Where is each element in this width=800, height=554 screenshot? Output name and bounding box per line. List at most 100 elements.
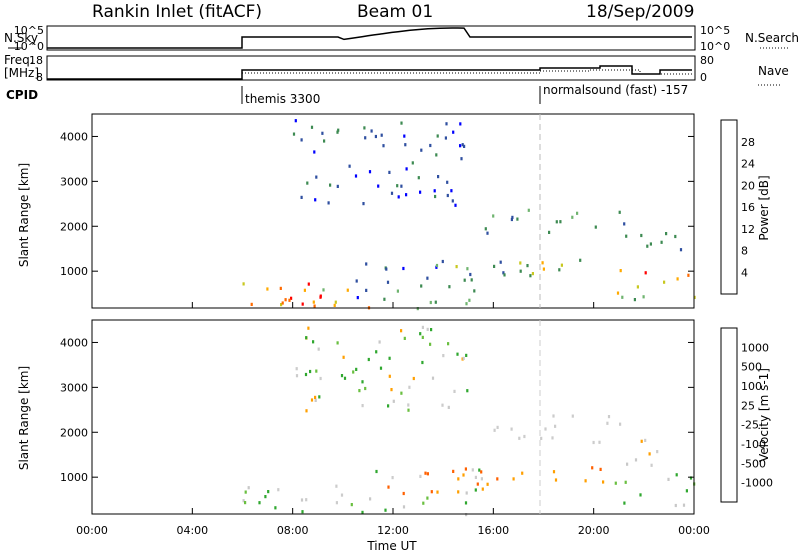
heatmap-cell: [247, 486, 250, 490]
freq-right-tick-bottom: 0: [700, 71, 707, 84]
heatmap-cell: [548, 230, 551, 234]
heatmap-cell: [367, 357, 370, 362]
heatmap-cell: [329, 183, 332, 187]
heatmap-cell: [242, 499, 245, 503]
colorbar-tick-label: 20: [741, 179, 755, 192]
heatmap-cell: [516, 217, 519, 221]
heatmap-cell: [554, 424, 557, 428]
heatmap-cell: [518, 436, 521, 440]
heatmap-cell: [559, 220, 562, 224]
heatmap-cell: [598, 440, 601, 444]
heatmap-cell: [499, 260, 502, 264]
heatmap-cell: [315, 175, 318, 179]
heatmap-cell: [416, 307, 419, 311]
y-tick-label: 1000: [60, 471, 88, 484]
heatmap-cell: [682, 503, 686, 507]
heatmap-cell: [310, 125, 314, 129]
heatmap-cell: [510, 427, 513, 431]
heatmap-cell: [649, 242, 652, 246]
heatmap-cell: [264, 495, 267, 499]
freq-left-label-1: Freq.: [4, 53, 34, 67]
noise-panel-frame: [46, 25, 696, 51]
heatmap-cell: [521, 471, 524, 475]
heatmap-cell: [469, 272, 472, 277]
freq-left-label-2: [MHz]: [4, 66, 39, 80]
heatmap-cell: [313, 304, 316, 308]
colorbar-tick-label: 500: [741, 361, 762, 374]
heatmap-cell: [607, 415, 611, 419]
heatmap-cell: [365, 262, 368, 266]
heatmap-cell: [689, 476, 693, 480]
heatmap-cell: [623, 222, 626, 226]
heatmap-cell: [284, 298, 287, 302]
heatmap-cell: [648, 452, 651, 456]
heatmap-cell: [576, 211, 579, 215]
heatmap-cell: [342, 355, 345, 359]
heatmap-cell: [300, 138, 303, 142]
heatmap-cell: [444, 136, 447, 140]
heatmap-cell: [390, 191, 394, 195]
heatmap-cell: [258, 501, 261, 505]
colorbar-tick-label: 8: [741, 245, 748, 258]
heatmap-cell: [421, 325, 424, 329]
heatmap-cell: [364, 136, 367, 140]
heatmap-cell: [571, 215, 574, 219]
heatmap-cell: [301, 510, 304, 514]
power-colorbar-label: Power [dB]: [757, 175, 771, 240]
heatmap-cell: [429, 143, 432, 148]
heatmap-cell: [277, 488, 280, 492]
heatmap-cell: [674, 234, 677, 239]
heatmap-cell: [493, 428, 496, 432]
heatmap-cell: [303, 288, 306, 292]
heatmap-cell: [305, 336, 308, 340]
heatmap-cell: [340, 493, 344, 497]
heatmap-cell: [660, 240, 663, 244]
y-tick-label: 1000: [60, 265, 88, 278]
heatmap-cell: [462, 356, 465, 360]
velocity-x-label: Time UT: [366, 539, 417, 553]
heatmap-cell: [484, 227, 487, 231]
heatmap-cell: [337, 128, 340, 132]
heatmap-cell: [422, 501, 425, 505]
heatmap-cell: [420, 284, 423, 288]
heatmap-cell: [361, 404, 364, 408]
cpid-label: CPID: [6, 88, 38, 102]
heatmap-cell: [314, 198, 317, 202]
heatmap-cell: [305, 498, 308, 502]
velocity-colorbar-frame: [720, 327, 738, 503]
heatmap-cell: [452, 130, 455, 134]
heatmap-cell: [606, 421, 609, 425]
heatmap-cell: [470, 278, 473, 282]
heatmap-cell: [244, 501, 247, 505]
freq-left-tick-top: 18: [29, 54, 43, 67]
date-title: 18/Sep/2009: [586, 2, 694, 22]
heatmap-cell: [242, 282, 245, 286]
heatmap-cell: [388, 374, 391, 378]
heatmap-cell: [421, 360, 424, 365]
heatmap-cell: [314, 398, 317, 402]
heatmap-cell: [512, 477, 515, 481]
heatmap-cell: [426, 496, 429, 500]
heatmap-cell: [642, 295, 645, 299]
heatmap-cell: [459, 122, 462, 126]
heatmap-cell: [640, 439, 643, 443]
heatmap-cell: [433, 189, 436, 193]
heatmap-cell: [646, 244, 649, 248]
heatmap-cell: [452, 469, 455, 473]
noise-right-tick-bottom: 10^0: [700, 40, 730, 53]
heatmap-cell: [387, 485, 390, 489]
heatmap-cell: [343, 376, 347, 380]
heatmap-cell: [621, 295, 624, 299]
y-tick-label: 2000: [60, 220, 88, 233]
heatmap-cell: [383, 297, 386, 301]
colorbar-tick-label: 28: [741, 136, 755, 149]
heatmap-cell: [624, 480, 627, 484]
heatmap-cell: [300, 498, 304, 502]
heatmap-cell: [441, 259, 444, 264]
heatmap-cell: [464, 501, 468, 505]
x-tick-label: 00:00: [678, 524, 710, 537]
heatmap-cell: [465, 513, 468, 517]
x-tick-label: 04:00: [176, 524, 208, 537]
heatmap-cell: [312, 340, 315, 344]
